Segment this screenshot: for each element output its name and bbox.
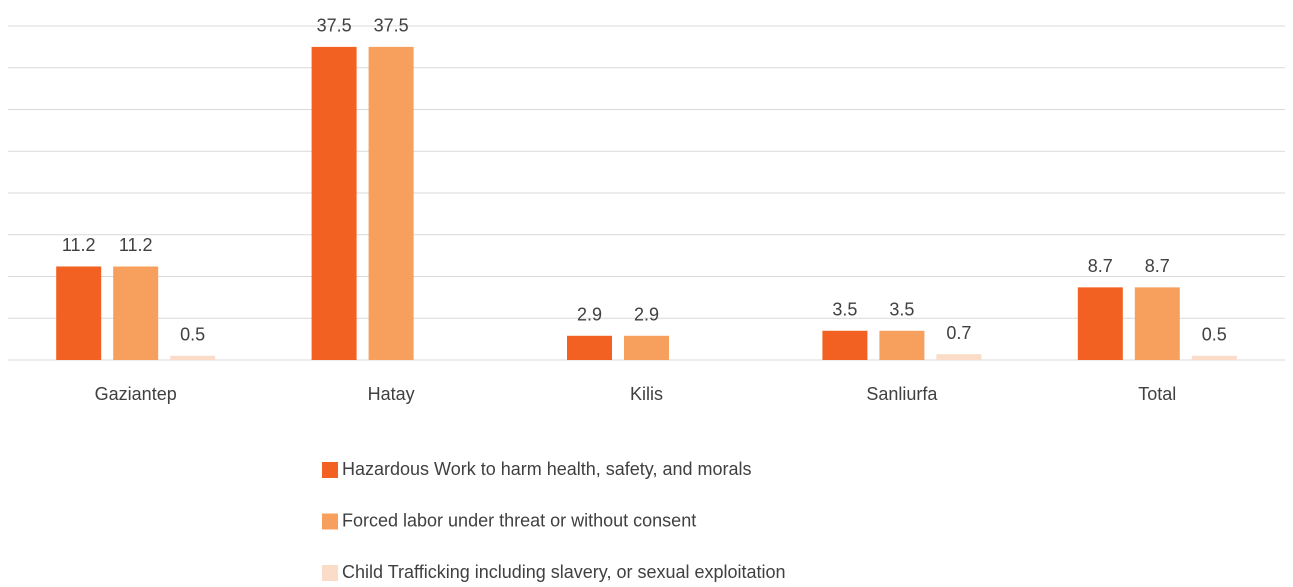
bar: [879, 330, 925, 360]
legend-swatch: [322, 462, 338, 478]
value-label: 2.9: [577, 305, 602, 325]
x-tick-label: Hatay: [368, 384, 415, 404]
value-label: 3.5: [832, 300, 857, 320]
legend-label: Child Trafficking including slavery, or …: [342, 562, 786, 582]
legend-swatch: [322, 513, 338, 530]
bar: [113, 266, 159, 360]
value-label: 37.5: [374, 16, 409, 36]
value-label: 8.7: [1145, 256, 1170, 276]
value-label: 0.5: [1202, 325, 1227, 345]
bar: [170, 355, 216, 360]
x-tick-label: Sanliurfa: [866, 384, 938, 404]
bar: [1077, 287, 1123, 360]
value-label: 0.5: [180, 325, 205, 345]
value-label: 37.5: [317, 16, 352, 36]
legend-label: Forced labor under threat or without con…: [342, 510, 696, 530]
value-label: 11.2: [62, 235, 96, 255]
bar: [936, 354, 982, 360]
bar: [567, 335, 612, 360]
value-label: 11.2: [119, 235, 153, 255]
value-label: 0.7: [946, 323, 971, 343]
legend-label: Hazardous Work to harm health, safety, a…: [342, 459, 752, 479]
value-label: 3.5: [889, 300, 914, 320]
x-tick-label: Total: [1138, 384, 1176, 404]
value-label: 2.9: [634, 305, 659, 325]
bar: [822, 330, 868, 360]
value-label: 8.7: [1088, 256, 1113, 276]
bar: [311, 46, 357, 360]
bar: [1191, 355, 1237, 360]
bar: [56, 266, 102, 360]
x-tick-label: Kilis: [630, 384, 663, 404]
bar: [1134, 287, 1180, 360]
legend-swatch: [322, 565, 338, 581]
bar: [624, 335, 669, 360]
x-tick-label: Gaziantep: [95, 384, 177, 404]
bar: [368, 46, 414, 360]
